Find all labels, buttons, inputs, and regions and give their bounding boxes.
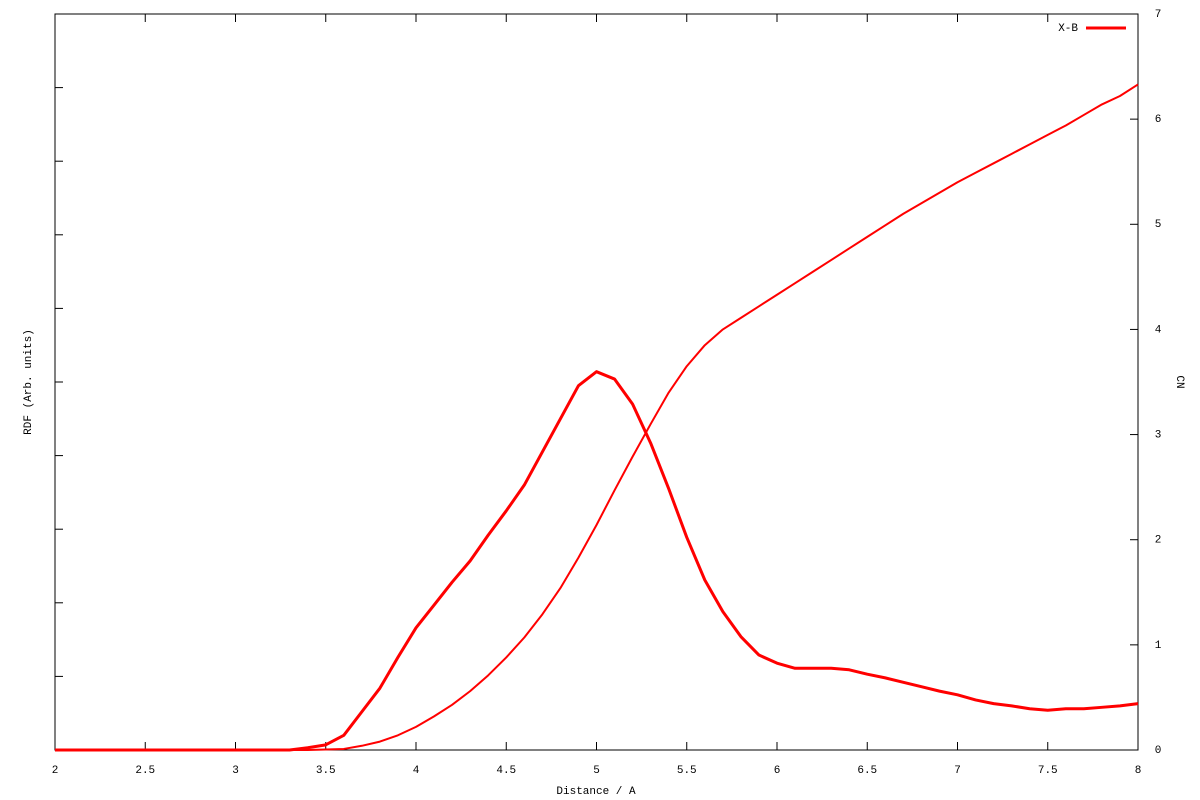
y2-tick-label: 4 — [1155, 324, 1162, 336]
legend-label: X-B — [1058, 23, 1078, 35]
y-axis-label: RDF (Arb. units) — [23, 329, 35, 435]
x-tick-label: 5.5 — [677, 765, 697, 777]
y2-tick-label: 0 — [1155, 745, 1162, 757]
y2-tick-label: 6 — [1155, 114, 1162, 126]
plot-frame — [54, 13, 1139, 751]
x-tick-label: 3 — [232, 765, 239, 777]
y2-axis-label: CN — [1173, 375, 1185, 388]
x-tick-label: 8 — [1135, 765, 1142, 777]
x-tick-label: 3.5 — [316, 765, 336, 777]
y2-tick-label: 1 — [1155, 640, 1162, 652]
series-line — [55, 83, 1139, 751]
series-line — [55, 370, 1139, 752]
y2-tick-label: 7 — [1155, 9, 1162, 21]
y2-tick-label: 3 — [1155, 429, 1162, 441]
x-tick-label: 6.5 — [857, 765, 877, 777]
x-tick-label: 5 — [593, 765, 600, 777]
x-tick-label: 4.5 — [496, 765, 516, 777]
y2-tick-label: 5 — [1155, 219, 1162, 231]
y2-tick-label: 2 — [1155, 535, 1162, 547]
x-tick-label: 7 — [954, 765, 961, 777]
x-axis-label: Distance / A — [556, 786, 636, 798]
x-tick-label: 2.5 — [135, 765, 155, 777]
x-tick-label: 6 — [774, 765, 781, 777]
x-tick-label: 4 — [413, 765, 420, 777]
x-tick-label: 2 — [52, 765, 59, 777]
x-tick-label: 7.5 — [1038, 765, 1058, 777]
